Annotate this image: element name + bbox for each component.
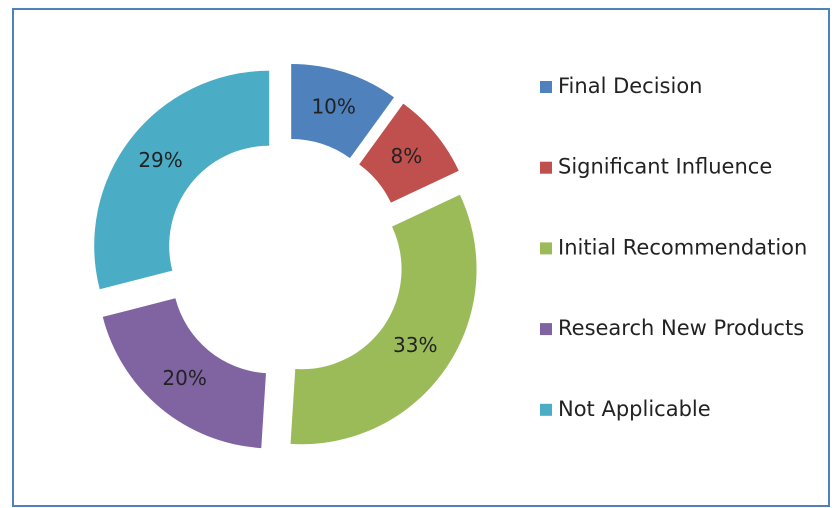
data-label: 10% [311, 95, 355, 119]
donut-segment [359, 103, 459, 203]
legend-swatch [540, 323, 552, 336]
legend-label: Significant Influence [558, 155, 772, 179]
legend-label: Final Decision [558, 74, 702, 98]
donut-segment [291, 63, 395, 159]
data-label: 8% [390, 144, 422, 168]
legend-label: Research New Products [558, 316, 804, 340]
legend-swatch [540, 161, 552, 174]
donut-segment [102, 298, 266, 449]
donut-segment [94, 70, 270, 290]
legend-swatch [540, 81, 552, 93]
legend-swatch [540, 403, 552, 416]
legend-swatch [540, 242, 552, 255]
data-label: 29% [138, 148, 182, 172]
donut-segment [290, 194, 477, 445]
chart-frame [12, 8, 830, 507]
legend-label: Not Applicable [558, 397, 711, 421]
data-label: 20% [162, 366, 206, 390]
data-label: 33% [393, 333, 437, 357]
legend-label: Initial Recommendation [558, 235, 807, 259]
